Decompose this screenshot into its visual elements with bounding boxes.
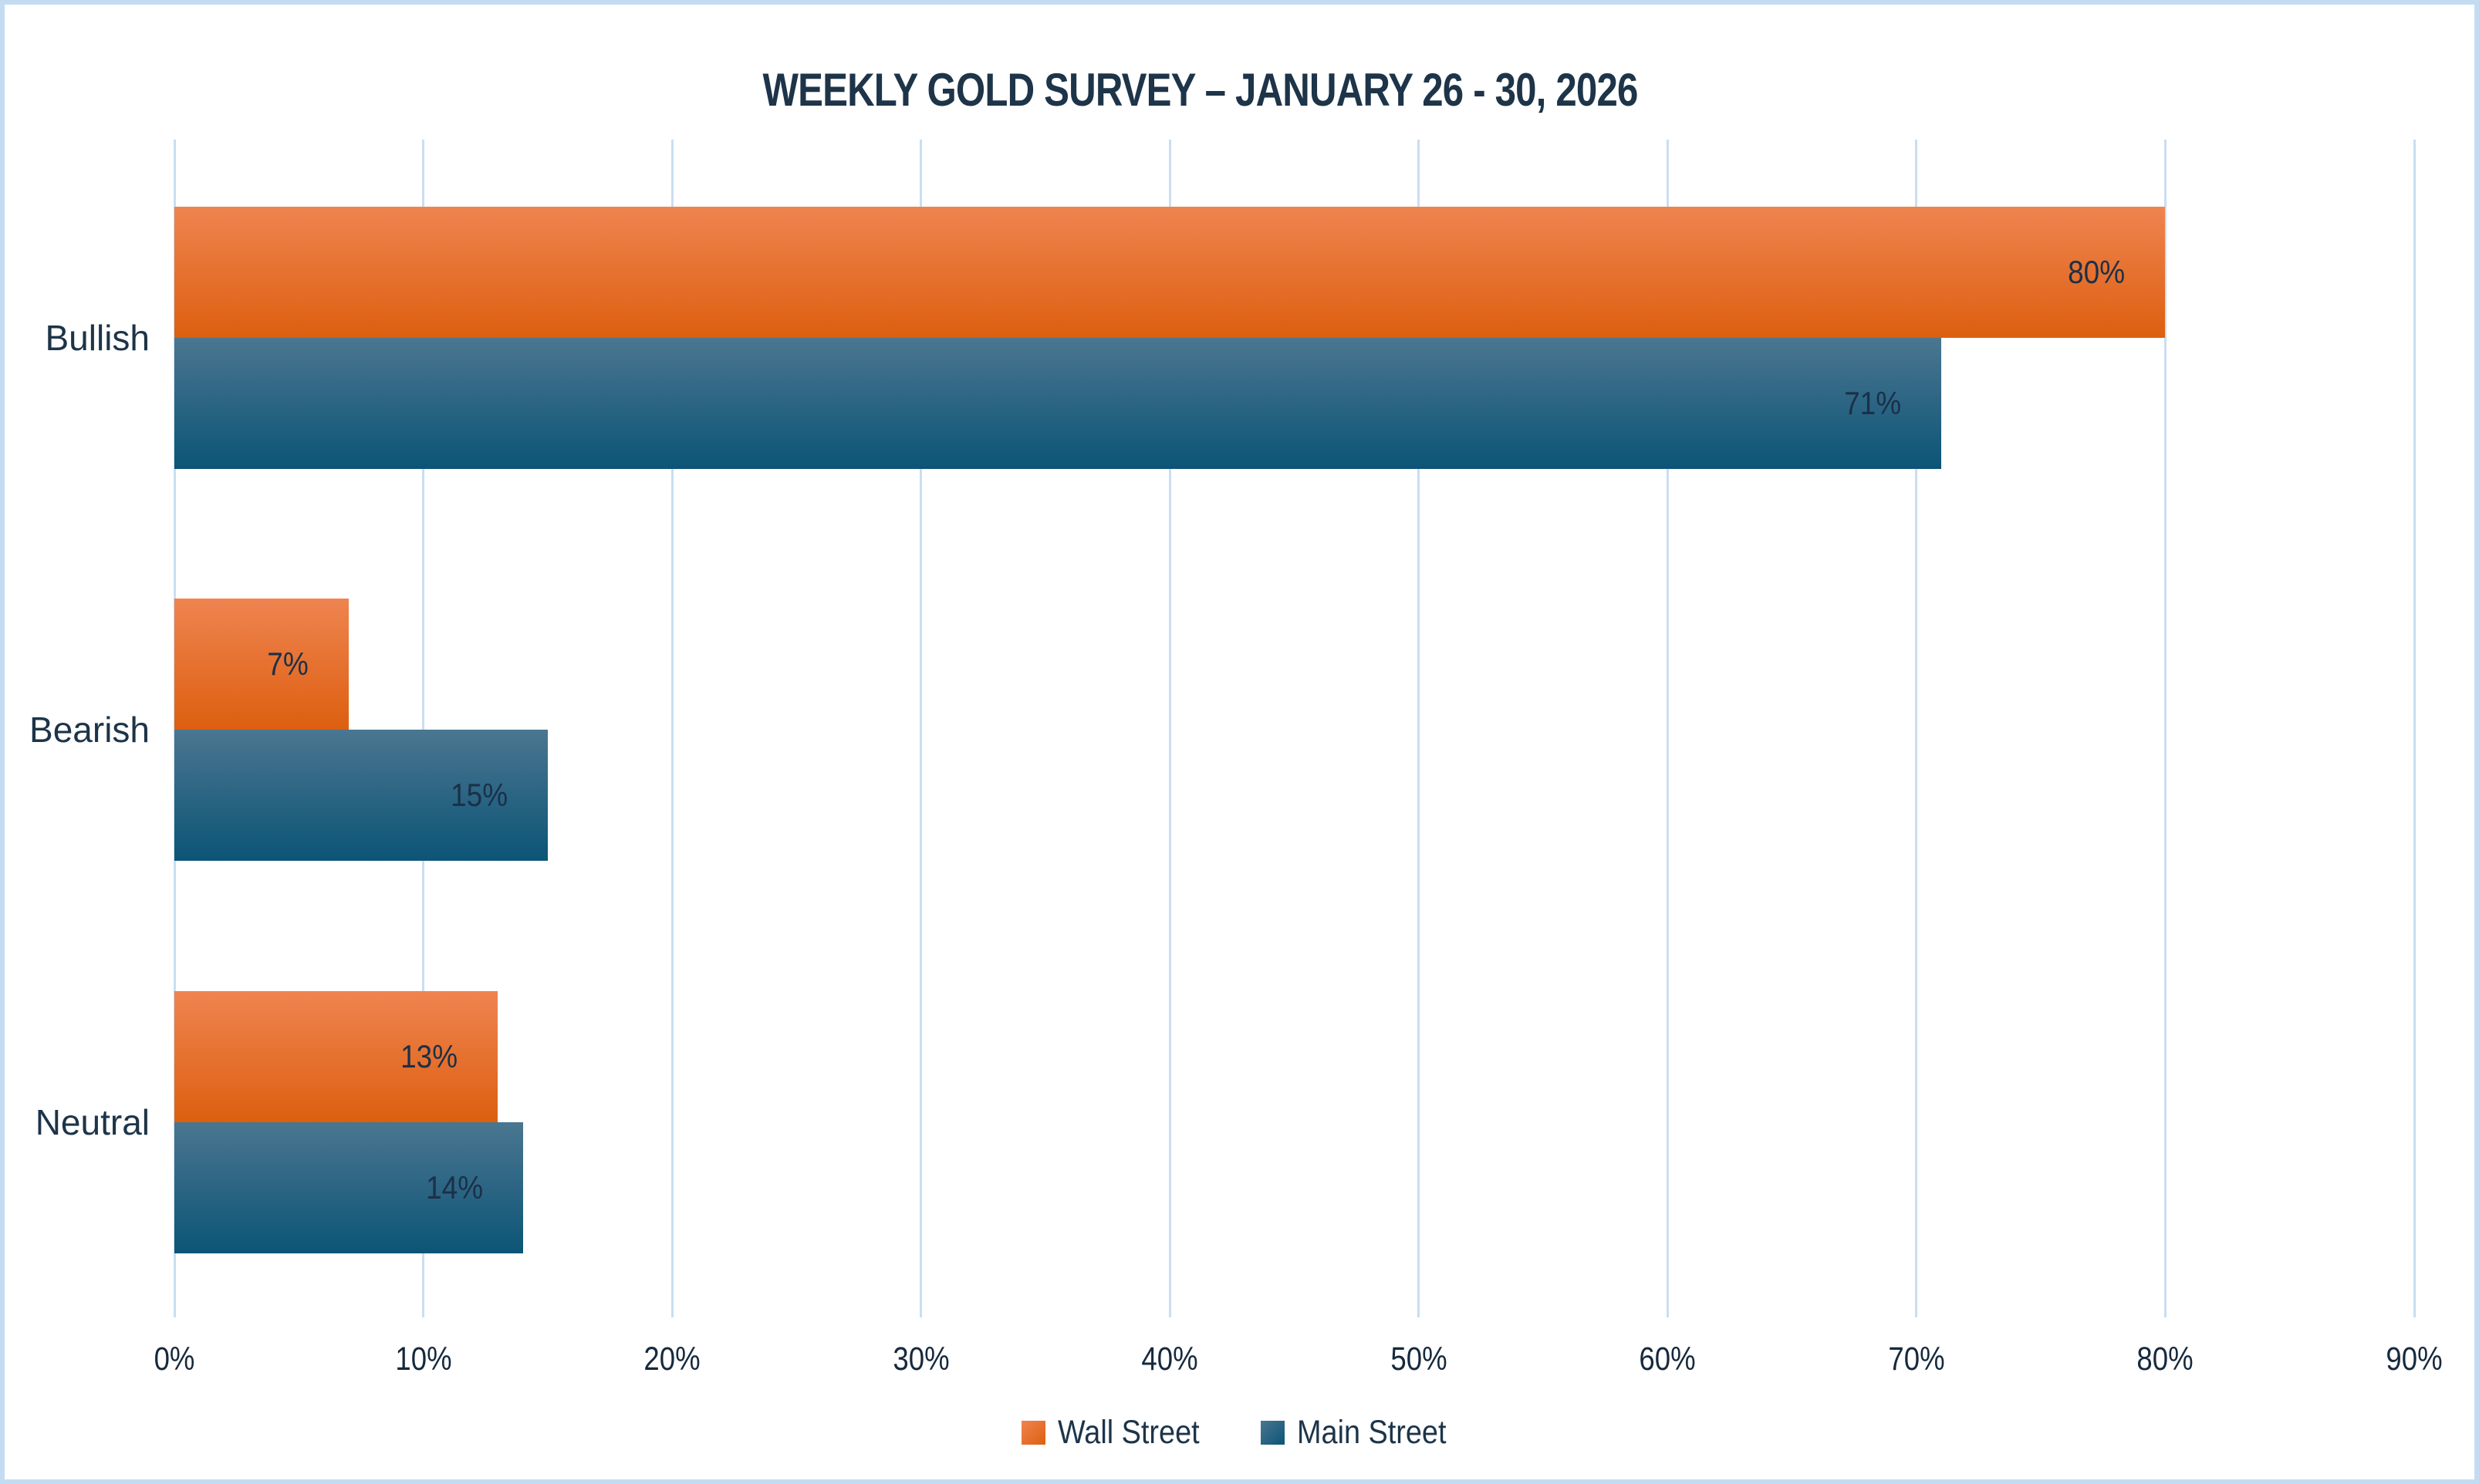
data-label: 71% <box>1844 384 1902 421</box>
legend: Wall Street Main Street <box>5 1407 2479 1458</box>
chart-title-text: WEEKLY GOLD SURVEY – JANUARY 26 - 30, 20… <box>762 64 1639 116</box>
x-tick-label-80%: 80% <box>2136 1341 2194 1378</box>
gridline-50% <box>1417 140 1420 1317</box>
x-tick-label-0%: 0% <box>154 1341 195 1378</box>
bar-main-street-bullish: 71% <box>174 337 1942 469</box>
x-tick-label-50%: 50% <box>1390 1341 1447 1378</box>
x-tick-label-20%: 20% <box>643 1341 701 1378</box>
bar-wall-street-bearish: 7% <box>174 599 349 730</box>
data-label: 15% <box>450 777 508 813</box>
wall-street-legend-label: Wall Street <box>1058 1413 1200 1451</box>
category-label-bearish: Bearish <box>29 710 150 750</box>
data-label: 80% <box>2068 253 2126 290</box>
x-tick-label-60%: 60% <box>1639 1341 1696 1378</box>
x-tick-label-10%: 10% <box>394 1341 452 1378</box>
gridline-40% <box>1168 140 1171 1317</box>
bar-wall-street-neutral: 13% <box>174 990 498 1122</box>
x-tick-label-70%: 70% <box>1888 1341 1945 1378</box>
data-label: 14% <box>425 1169 483 1206</box>
gridline-60% <box>1666 140 1669 1317</box>
data-label: 13% <box>400 1037 458 1074</box>
bar-wall-street-bullish: 80% <box>174 206 2166 338</box>
gridline-80% <box>2163 140 2167 1317</box>
gridline-10% <box>422 140 425 1317</box>
gridline-20% <box>670 140 674 1317</box>
main-street-legend-label: Main Street <box>1296 1413 1447 1451</box>
gridline-90% <box>2413 140 2416 1317</box>
legend-item-wall-street: Wall Street <box>1022 1414 1219 1452</box>
main-street-swatch <box>1260 1420 1285 1445</box>
x-tick-label-90%: 90% <box>2386 1341 2443 1378</box>
gridline-70% <box>1915 140 1918 1317</box>
bar-main-street-neutral: 14% <box>174 1121 523 1253</box>
gridline-30% <box>920 140 923 1317</box>
plot-area: 0% 10% 20% 30% 40% 50% 60% 70% 80% 90% Bullish 80% 7… <box>5 5 2474 1479</box>
x-tick-label-40%: 40% <box>1141 1341 1198 1378</box>
data-label: 7% <box>267 646 309 682</box>
category-label-bullish: Bullish <box>45 317 150 358</box>
category-label-neutral: Neutral <box>35 1101 150 1142</box>
x-tick-label-30%: 30% <box>893 1341 950 1378</box>
wall-street-swatch <box>1022 1420 1046 1445</box>
chart-title: WEEKLY GOLD SURVEY – JANUARY 26 - 30, 20… <box>5 65 2396 116</box>
legend-item-main-street: Main Street <box>1260 1413 1467 1452</box>
bar-main-street-bearish: 15% <box>174 730 548 861</box>
